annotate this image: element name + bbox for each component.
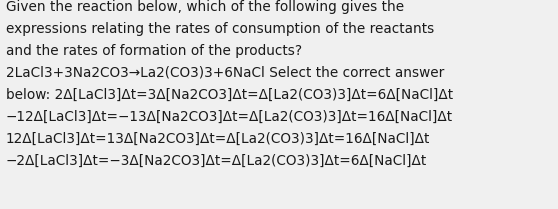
Text: 12Δ[LaCl3]Δt=13Δ[Na2CO3]Δt=Δ[La2(CO3)3]Δt=16Δ[NaCl]Δt: 12Δ[LaCl3]Δt=13Δ[Na2CO3]Δt=Δ[La2(CO3)3]Δ…: [6, 132, 430, 146]
Text: and the rates of formation of the products?: and the rates of formation of the produc…: [6, 44, 302, 58]
Text: −2Δ[LaCl3]Δt=−3Δ[Na2CO3]Δt=Δ[La2(CO3)3]Δt=6Δ[NaCl]Δt: −2Δ[LaCl3]Δt=−3Δ[Na2CO3]Δt=Δ[La2(CO3)3]Δ…: [6, 154, 427, 168]
Text: Given the reaction below, which of the following gives the: Given the reaction below, which of the f…: [6, 0, 404, 14]
Text: expressions relating the rates of consumption of the reactants: expressions relating the rates of consum…: [6, 22, 434, 36]
Text: below: 2Δ[LaCl3]Δt=3Δ[Na2CO3]Δt=Δ[La2(CO3)3]Δt=6Δ[NaCl]Δt: below: 2Δ[LaCl3]Δt=3Δ[Na2CO3]Δt=Δ[La2(CO…: [6, 88, 453, 102]
Text: 2LaCl3+3Na2CO3→La2(CO3)3+6NaCl Select the correct answer: 2LaCl3+3Na2CO3→La2(CO3)3+6NaCl Select th…: [6, 66, 444, 80]
Text: −12Δ[LaCl3]Δt=−13Δ[Na2CO3]Δt=Δ[La2(CO3)3]Δt=16Δ[NaCl]Δt: −12Δ[LaCl3]Δt=−13Δ[Na2CO3]Δt=Δ[La2(CO3)3…: [6, 110, 453, 124]
